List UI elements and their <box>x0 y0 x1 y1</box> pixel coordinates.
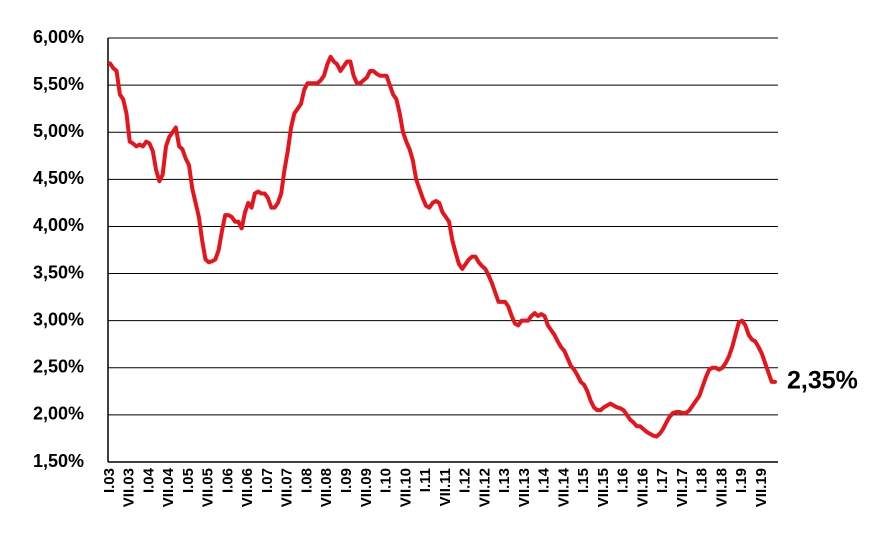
y-tick-label: 4,50% <box>33 168 84 188</box>
x-tick-label: I.08 <box>298 468 315 493</box>
x-tick-label: VII.18 <box>713 468 730 507</box>
x-tick-label: I.11 <box>417 468 434 492</box>
y-tick-label: 3,50% <box>33 262 84 282</box>
x-tick-label: VII.10 <box>397 468 414 507</box>
y-tick-label: 6,00% <box>33 27 84 47</box>
x-tick-label: VII.04 <box>160 467 177 507</box>
x-tick-label: I.15 <box>575 468 592 493</box>
x-tick-label: I.19 <box>733 468 750 493</box>
x-tick-label: I.04 <box>140 467 157 493</box>
x-tick-label: I.17 <box>654 468 671 493</box>
y-tick-label: 1,50% <box>33 451 84 471</box>
y-tick-label: 5,50% <box>33 74 84 94</box>
x-tick-label: VII.12 <box>476 468 493 507</box>
y-tick-label: 5,00% <box>33 121 84 141</box>
x-tick-label: VII.07 <box>279 468 296 507</box>
y-tick-label: 3,00% <box>33 309 84 329</box>
x-tick-label: I.03 <box>101 468 118 493</box>
x-tick-label: VII.06 <box>239 468 256 507</box>
x-tick-label: VII.11 <box>437 468 454 506</box>
x-tick-label: VII.17 <box>674 468 691 507</box>
y-tick-label: 4,00% <box>33 215 84 235</box>
x-tick-label: VII.05 <box>200 468 217 507</box>
x-tick-label: VII.15 <box>595 468 612 507</box>
x-tick-label: I.07 <box>259 468 276 493</box>
x-tick-label: I.12 <box>457 468 474 493</box>
x-tick-label: I.06 <box>219 468 236 493</box>
x-tick-label: I.18 <box>694 468 711 493</box>
y-tick-label: 2,00% <box>33 404 84 424</box>
x-tick-label: I.05 <box>180 468 197 493</box>
x-tick-label: VII.19 <box>753 468 770 507</box>
x-tick-label: VII.08 <box>318 468 335 507</box>
end-label: 2,35% <box>787 367 858 395</box>
x-tick-label: VII.16 <box>634 468 651 507</box>
x-tick-label: I.09 <box>338 468 355 493</box>
x-tick-label: I.13 <box>496 468 513 493</box>
x-tick-label: I.16 <box>615 468 632 493</box>
x-tick-label: VII.03 <box>121 468 138 507</box>
data-line <box>108 54 777 439</box>
x-tick-label: I.10 <box>378 468 395 493</box>
x-tick-label: VII.09 <box>358 468 375 507</box>
x-tick-label: VII.14 <box>555 467 572 507</box>
x-tick-label: VII.13 <box>516 468 533 507</box>
x-tick-label: I.14 <box>536 467 553 493</box>
y-tick-label: 2,50% <box>33 357 84 377</box>
